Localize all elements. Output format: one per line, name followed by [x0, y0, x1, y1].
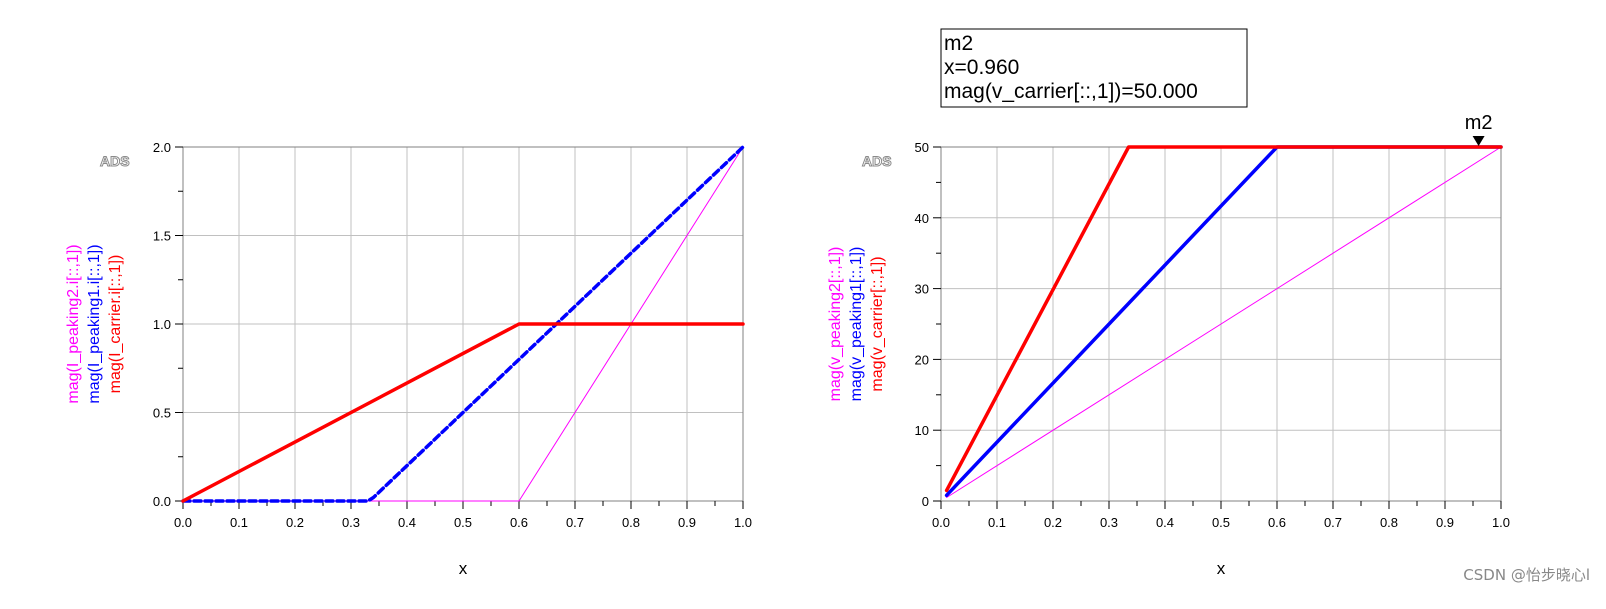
- x-tick-label: 0.0: [174, 515, 192, 530]
- x-axis-label: x: [1217, 559, 1226, 578]
- y-tick-label: 1.0: [153, 317, 171, 332]
- x-tick-label: 0.6: [1268, 515, 1286, 530]
- series-line: [181, 322, 745, 503]
- x-tick-label: 0.2: [1044, 515, 1062, 530]
- x-tick-label: 0.8: [1380, 515, 1398, 530]
- x-tick-label: 1.0: [734, 515, 752, 530]
- y-tick-label: 0.0: [153, 494, 171, 509]
- y-tick-label: 30: [915, 282, 929, 297]
- x-tick-label: 0.0: [932, 515, 950, 530]
- y-axis-label: mag(I_peaking1.i[::,1]): [86, 244, 103, 403]
- x-tick-label: 0.6: [510, 515, 528, 530]
- y-axis-label: mag(I_peaking2.i[::,1]): [65, 244, 82, 403]
- y-axis-label: mag(v_carrier[::,1]): [869, 256, 886, 391]
- x-tick-label: 0.4: [398, 515, 416, 530]
- marker-label: m2: [1465, 112, 1493, 134]
- current-plot: 0.0 0.1 0.2 0.3 0.4 0.5 0.6 0.7 0.8 0.9 1.0 0.0 0.5 1…: [65, 140, 752, 578]
- x-tick-label: 0.2: [286, 515, 304, 530]
- x-tick-label: 0.7: [566, 515, 584, 530]
- marker-readout-line: mag(v_carrier[::,1])=50.000: [944, 80, 1198, 103]
- x-tick-label: 0.7: [1324, 515, 1342, 530]
- y-tick-label: 50: [915, 140, 929, 155]
- y-axis-label: mag(I_carrier.i[::,1]): [107, 255, 124, 394]
- y-tick-label: 10: [915, 423, 929, 438]
- marker-triangle[interactable]: [1472, 136, 1485, 146]
- x-axis-label: x: [459, 559, 468, 578]
- y-tick-label: 1.5: [153, 229, 171, 244]
- x-tick-label: 0.4: [1156, 515, 1174, 530]
- y-tick-label: 0.5: [153, 406, 171, 421]
- marker-readout-box: [940, 28, 1248, 108]
- y-tick-label: 20: [915, 352, 929, 367]
- x-tick-label: 0.8: [622, 515, 640, 530]
- watermark: CSDN @怡步晓心l: [1463, 566, 1590, 584]
- y-tick-label: 40: [915, 211, 929, 226]
- voltage-plot: 0.0 0.1 0.2 0.3 0.4 0.5 0.6 0.7 0.8 0.9 1.0 0 10 20 30…: [827, 28, 1510, 578]
- x-tick-label: 0.9: [1436, 515, 1454, 530]
- x-tick-label: 1.0: [1492, 515, 1510, 530]
- x-tick-label: 0.5: [454, 515, 472, 530]
- marker-readout-line: x=0.960: [944, 56, 1019, 79]
- ads-logo: ADS: [100, 153, 130, 169]
- x-tick-label: 0.3: [342, 515, 360, 530]
- y-tick-label: 0: [922, 494, 929, 509]
- series-line: [944, 145, 1503, 493]
- x-tick-label: 0.1: [988, 515, 1006, 530]
- y-axis-label: mag(v_peaking2[::,1]): [827, 247, 844, 402]
- y-tick-label: 2.0: [153, 140, 171, 155]
- y-axis-label: mag(v_peaking1[::,1]): [848, 247, 865, 402]
- marker-readout-line: m2: [944, 32, 973, 55]
- series-line: [946, 146, 1502, 498]
- x-tick-label: 0.9: [678, 515, 696, 530]
- ads-logo: ADS: [862, 153, 892, 169]
- x-tick-label: 0.5: [1212, 515, 1230, 530]
- x-tick-label: 0.3: [1100, 515, 1118, 530]
- x-tick-label: 0.1: [230, 515, 248, 530]
